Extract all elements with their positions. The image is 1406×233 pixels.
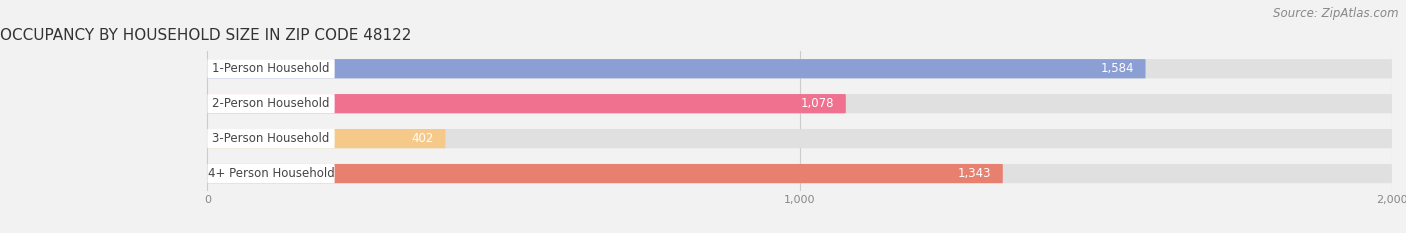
FancyBboxPatch shape xyxy=(207,164,335,183)
FancyBboxPatch shape xyxy=(207,94,1392,113)
FancyBboxPatch shape xyxy=(207,129,335,148)
Text: Source: ZipAtlas.com: Source: ZipAtlas.com xyxy=(1274,7,1399,20)
Text: OCCUPANCY BY HOUSEHOLD SIZE IN ZIP CODE 48122: OCCUPANCY BY HOUSEHOLD SIZE IN ZIP CODE … xyxy=(0,28,412,43)
Text: 1,584: 1,584 xyxy=(1099,62,1133,75)
Text: 1-Person Household: 1-Person Household xyxy=(212,62,330,75)
FancyBboxPatch shape xyxy=(207,94,335,113)
Text: 3-Person Household: 3-Person Household xyxy=(212,132,329,145)
FancyBboxPatch shape xyxy=(207,129,1392,148)
Text: 402: 402 xyxy=(411,132,433,145)
Text: 1,343: 1,343 xyxy=(957,167,991,180)
FancyBboxPatch shape xyxy=(207,164,1002,183)
FancyBboxPatch shape xyxy=(207,59,335,78)
FancyBboxPatch shape xyxy=(207,59,1392,78)
Text: 4+ Person Household: 4+ Person Household xyxy=(208,167,335,180)
FancyBboxPatch shape xyxy=(207,129,446,148)
FancyBboxPatch shape xyxy=(207,164,1392,183)
FancyBboxPatch shape xyxy=(207,94,846,113)
Text: 1,078: 1,078 xyxy=(800,97,834,110)
Text: 2-Person Household: 2-Person Household xyxy=(212,97,330,110)
FancyBboxPatch shape xyxy=(207,59,1146,78)
